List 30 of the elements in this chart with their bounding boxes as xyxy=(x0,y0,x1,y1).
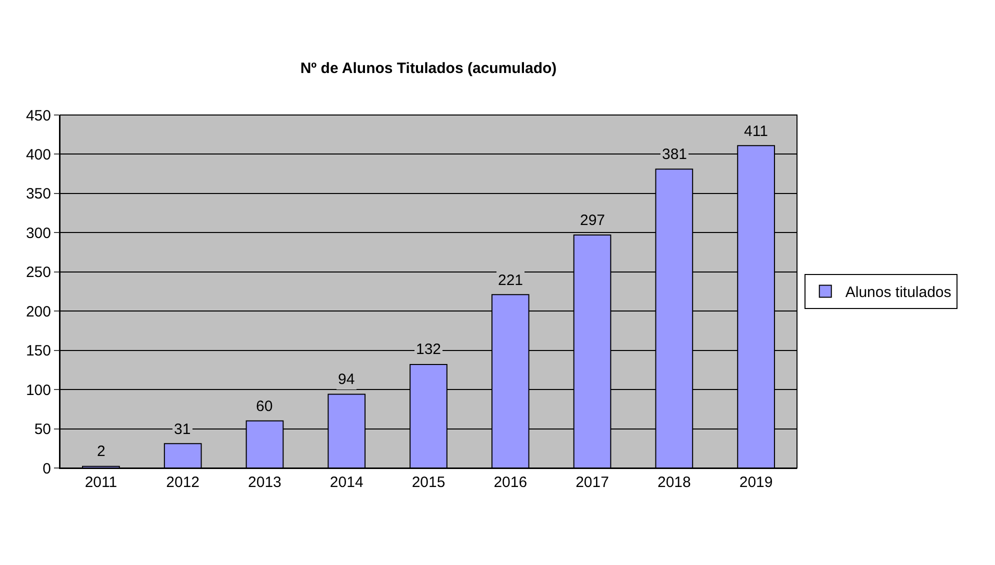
y-tick-label: 250 xyxy=(26,264,51,282)
y-tick-label: 50 xyxy=(34,421,51,438)
y-tick-label: 0 xyxy=(42,460,51,478)
x-tick-label: 2014 xyxy=(330,474,364,491)
y-tick-label: 100 xyxy=(26,382,51,399)
chart-title: Nº de Alunos Titulados (acumulado) xyxy=(300,60,557,78)
x-tick-label: 2018 xyxy=(657,474,691,491)
x-tick-label: 2013 xyxy=(248,474,282,491)
x-tick-label: 2017 xyxy=(576,474,609,491)
x-tick-label: 2011 xyxy=(84,474,118,491)
y-tick-label: 400 xyxy=(26,146,51,164)
data-label: 411 xyxy=(744,123,768,140)
x-tick-label: 2019 xyxy=(739,474,773,491)
y-tick-label: 200 xyxy=(26,303,51,320)
legend-label: Alunos titulados xyxy=(845,284,952,302)
y-tick-label: 350 xyxy=(26,186,51,203)
data-label: 60 xyxy=(256,398,273,415)
y-tick-label: 300 xyxy=(26,224,51,242)
data-label: 94 xyxy=(338,371,355,388)
data-label: 221 xyxy=(498,272,524,289)
y-tick-label: 150 xyxy=(26,342,51,360)
data-label: 31 xyxy=(174,421,191,438)
data-label: 381 xyxy=(662,146,688,163)
data-label: 2 xyxy=(97,443,106,460)
x-tick-label: 2012 xyxy=(166,474,200,491)
x-tick-label: 2016 xyxy=(494,474,528,491)
y-tick-label: 450 xyxy=(26,107,51,124)
data-label: 132 xyxy=(416,341,442,358)
x-tick-label: 2015 xyxy=(412,474,446,491)
data-label: 297 xyxy=(580,212,606,229)
